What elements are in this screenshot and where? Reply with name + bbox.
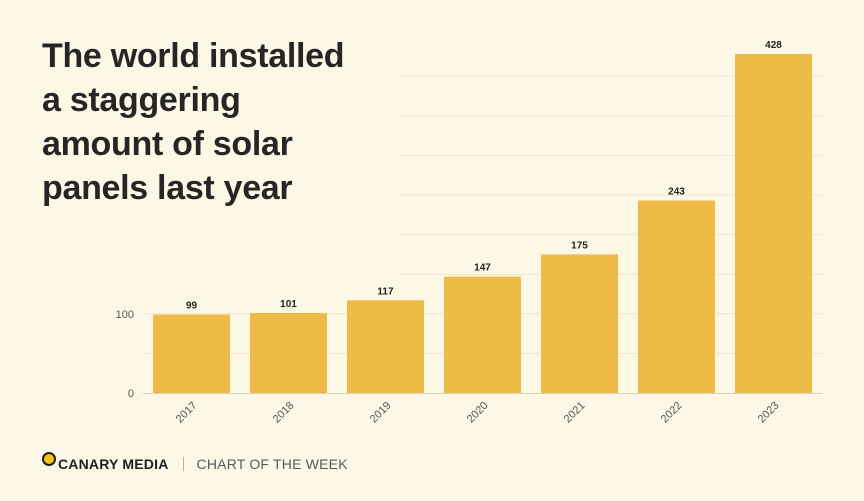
- y-tick-label: 0: [128, 388, 134, 400]
- headline-line: The world installed: [42, 37, 345, 75]
- x-tick-label: 2020: [465, 400, 491, 426]
- x-tick-label: 2018: [271, 400, 297, 426]
- data-label: 147: [474, 263, 491, 274]
- footer: CANARY MEDIA CHART OF THE WEEK: [42, 450, 348, 478]
- bar: [735, 54, 812, 393]
- x-tick-label: 2019: [368, 400, 394, 426]
- bar: [638, 200, 715, 393]
- brand-name: CANARY MEDIA: [58, 456, 169, 472]
- headline-line: panels last year: [42, 169, 293, 207]
- chart-title: The world installed a staggering amount …: [42, 34, 402, 210]
- bar: [541, 254, 618, 393]
- headline-line: amount of solar: [42, 125, 293, 163]
- data-label: 117: [377, 286, 394, 297]
- data-label: 99: [186, 301, 198, 312]
- data-label: 243: [668, 187, 685, 198]
- footer-tagline: CHART OF THE WEEK: [196, 456, 348, 472]
- canary-logo-icon: [42, 452, 56, 466]
- x-tick-label: 2021: [562, 400, 588, 426]
- data-label: 428: [765, 40, 782, 51]
- footer-divider: [182, 457, 184, 471]
- y-tick-label: 100: [116, 309, 134, 321]
- bar: [347, 300, 424, 393]
- bar: [444, 276, 521, 393]
- bar: [250, 313, 327, 393]
- headline-line: a staggering: [42, 81, 241, 119]
- x-tick-label: 2022: [659, 400, 685, 426]
- x-tick-label: 2023: [756, 400, 782, 426]
- data-label: 175: [571, 240, 588, 251]
- data-label: 101: [280, 299, 297, 310]
- bar: [153, 314, 230, 393]
- x-tick-label: 2017: [174, 400, 200, 426]
